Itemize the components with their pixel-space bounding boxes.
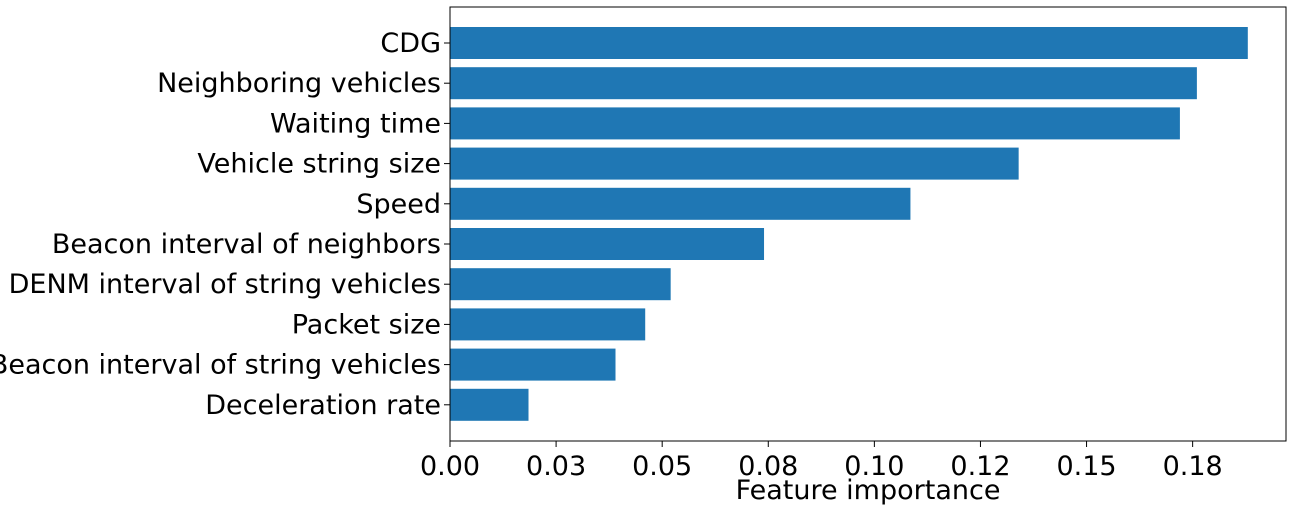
- x-tick-label: 0.10: [844, 451, 904, 482]
- y-tick-label: Speed: [356, 189, 441, 220]
- y-tick-label: Vehicle string size: [197, 149, 441, 180]
- x-tick-label: 0.15: [1056, 451, 1116, 482]
- bar: [450, 388, 529, 421]
- y-axis: CDG Neighboring vehicles Waiting time Vehic…: [0, 28, 450, 421]
- x-axis-label: Feature importance: [736, 475, 1001, 506]
- x-tick-label: 0.08: [738, 451, 798, 482]
- bar: [450, 107, 1180, 140]
- x-tick-label: 0.00: [420, 451, 480, 482]
- y-tick-label: Waiting time: [270, 108, 441, 139]
- y-tick-label: DENM interval of string vehicles: [9, 269, 441, 300]
- plot-frame: [449, 6, 1287, 442]
- bar: [450, 187, 911, 220]
- bars-layer: [450, 27, 1248, 421]
- bar: [450, 147, 1019, 180]
- bar: [450, 348, 616, 381]
- x-tick-label: 0.05: [632, 451, 692, 482]
- y-tick-label: Beacon interval of neighbors: [52, 229, 441, 260]
- bar: [450, 268, 671, 301]
- x-axis: 0.00 0.03 0.05 0.08 0.10 0.12 0.15 0.18: [420, 441, 1223, 482]
- bar: [450, 308, 646, 341]
- bar: [450, 27, 1248, 59]
- y-tick-label: Packet size: [292, 309, 441, 340]
- y-tick-label: Deceleration rate: [205, 390, 441, 421]
- bar: [450, 67, 1197, 100]
- y-tick-label: Beacon interval of string vehicles: [0, 350, 441, 381]
- x-tick-label: 0.18: [1163, 451, 1223, 482]
- y-tick-label: Neighboring vehicles: [157, 68, 441, 99]
- x-tick-label: 0.03: [526, 451, 586, 482]
- y-tick-label: CDG: [380, 28, 441, 59]
- x-tick-label: 0.12: [950, 451, 1010, 482]
- bar: [450, 228, 765, 260]
